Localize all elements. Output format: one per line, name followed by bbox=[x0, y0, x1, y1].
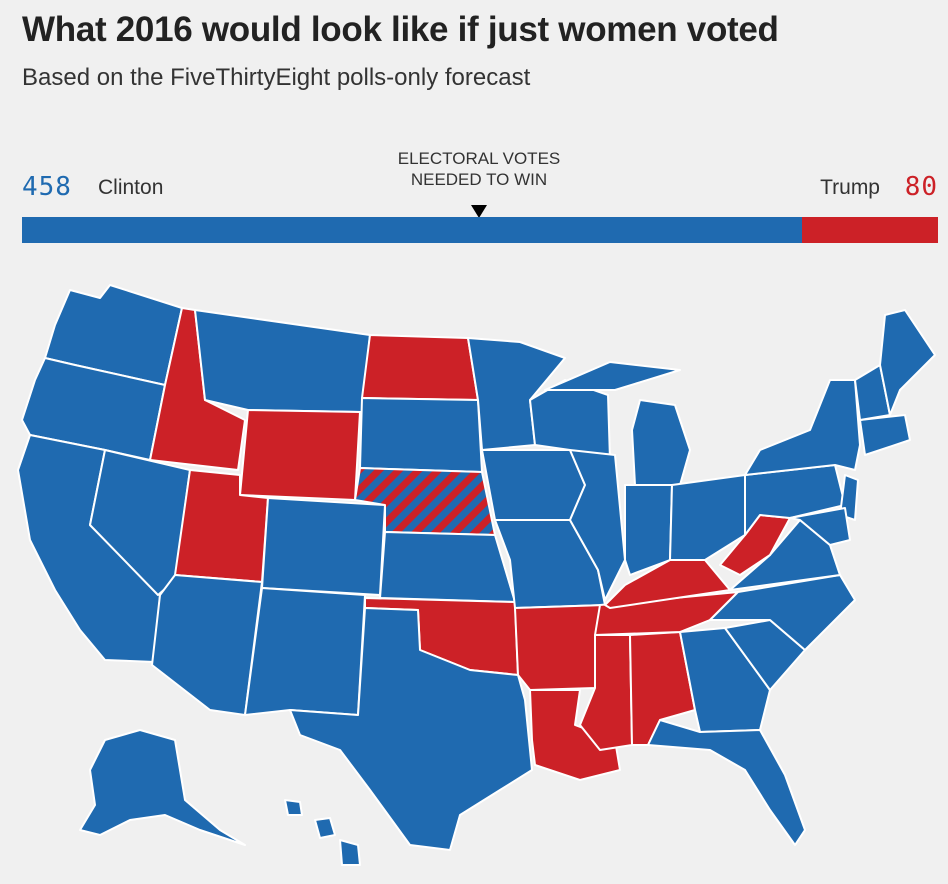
needed-label-line2: NEEDED TO WIN bbox=[410, 170, 548, 189]
needed-marker-triangle-icon bbox=[471, 205, 487, 218]
state-KY bbox=[604, 559, 731, 609]
needed-to-win-label: ELECTORAL VOTES NEEDED TO WIN bbox=[378, 148, 580, 190]
electoral-vote-bar bbox=[22, 217, 938, 243]
electoral-vote-header: 458 Clinton Trump 80 bbox=[22, 170, 938, 210]
state-FL bbox=[647, 719, 806, 846]
state-DE-MD bbox=[789, 507, 851, 546]
state-IA bbox=[481, 449, 586, 521]
state-TX bbox=[289, 607, 533, 851]
state-CT-RI-MA bbox=[859, 414, 911, 456]
needed-label-line1: ELECTORAL VOTES bbox=[397, 149, 561, 168]
state-SD bbox=[359, 397, 483, 473]
state-CO bbox=[261, 497, 386, 596]
clinton-label: Clinton bbox=[98, 176, 164, 199]
state-AR bbox=[514, 604, 606, 691]
clinton-electoral-votes: 458 bbox=[22, 172, 72, 202]
state-KS bbox=[379, 531, 516, 603]
state-HI bbox=[284, 799, 361, 866]
state-IN bbox=[624, 484, 673, 576]
state-NY bbox=[744, 379, 861, 476]
clinton-bar-segment bbox=[22, 217, 802, 243]
state-ND bbox=[361, 334, 479, 401]
state-LA bbox=[529, 689, 621, 781]
us-electoral-map bbox=[17, 284, 936, 866]
state-NM bbox=[244, 587, 366, 716]
state-AK bbox=[79, 729, 246, 846]
state-IL bbox=[569, 449, 626, 601]
trump-bar-segment bbox=[801, 217, 938, 243]
state-OH bbox=[669, 474, 746, 561]
trump-label: Trump bbox=[820, 176, 880, 199]
state-WY bbox=[239, 409, 361, 501]
trump-electoral-votes: 80 bbox=[904, 172, 938, 202]
state-ME bbox=[879, 309, 936, 416]
chart-title: What 2016 would look like if just women … bbox=[22, 10, 779, 49]
state-MT bbox=[194, 309, 371, 413]
state-AZ bbox=[151, 574, 263, 716]
chart-subtitle: Based on the FiveThirtyEight polls-only … bbox=[22, 64, 531, 91]
